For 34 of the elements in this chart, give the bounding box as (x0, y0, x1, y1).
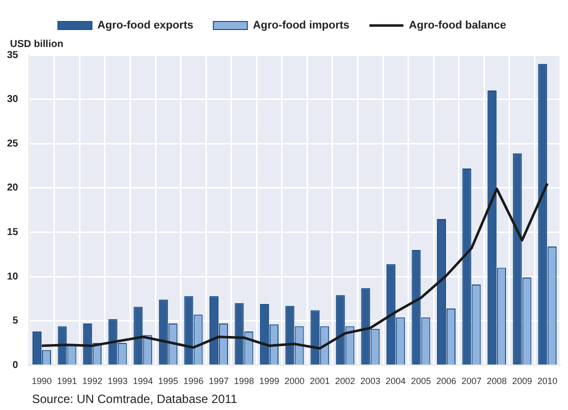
x-tick-label: 1997 (208, 376, 229, 386)
x-tick-label: 1995 (158, 376, 178, 386)
x-tick-label: 1990 (32, 376, 52, 386)
legend-label: Agro-food imports (252, 20, 350, 32)
x-tick-label: 2006 (436, 376, 456, 386)
x-tick-label: 2005 (410, 376, 431, 386)
y-tick-label: 20 (7, 182, 19, 194)
y-tick-label: 0 (12, 360, 19, 371)
x-tick-label: 1993 (108, 376, 128, 386)
x-tick-label: 1998 (234, 376, 254, 386)
x-tick-label: 2003 (360, 376, 380, 386)
x-tick-label: 2002 (335, 376, 356, 386)
x-tick-label: 1999 (259, 376, 280, 386)
x-tick-label: 2000 (284, 376, 305, 386)
y-tick-label: 30 (7, 94, 19, 106)
x-tick-label: 1991 (57, 376, 78, 386)
x-tick-label: 2004 (386, 376, 406, 386)
x-tick-label: 2009 (512, 376, 532, 386)
legend-label: Agro-food balance (408, 20, 506, 32)
legend-label: Agro-food exports (97, 20, 194, 32)
x-tick-label: 2010 (537, 376, 558, 386)
y-tick-label: 5 (12, 316, 19, 327)
x-tick-label: 1992 (82, 376, 102, 386)
source-note: Source: UN Comtrade, Database 2011 (32, 392, 238, 406)
y-tick-label: 35 (7, 50, 19, 61)
x-tick-label: 2001 (310, 376, 330, 386)
x-tick-label: 2008 (486, 376, 507, 386)
x-tick-label: 2007 (462, 376, 482, 386)
x-tick-label: 1994 (132, 376, 153, 386)
y-tick-label: 10 (7, 271, 19, 282)
y-axis-title: USD billion (10, 38, 64, 50)
y-tick-label: 15 (7, 227, 19, 238)
x-tick-label: 1996 (183, 376, 204, 386)
y-tick-label: 25 (7, 138, 19, 150)
